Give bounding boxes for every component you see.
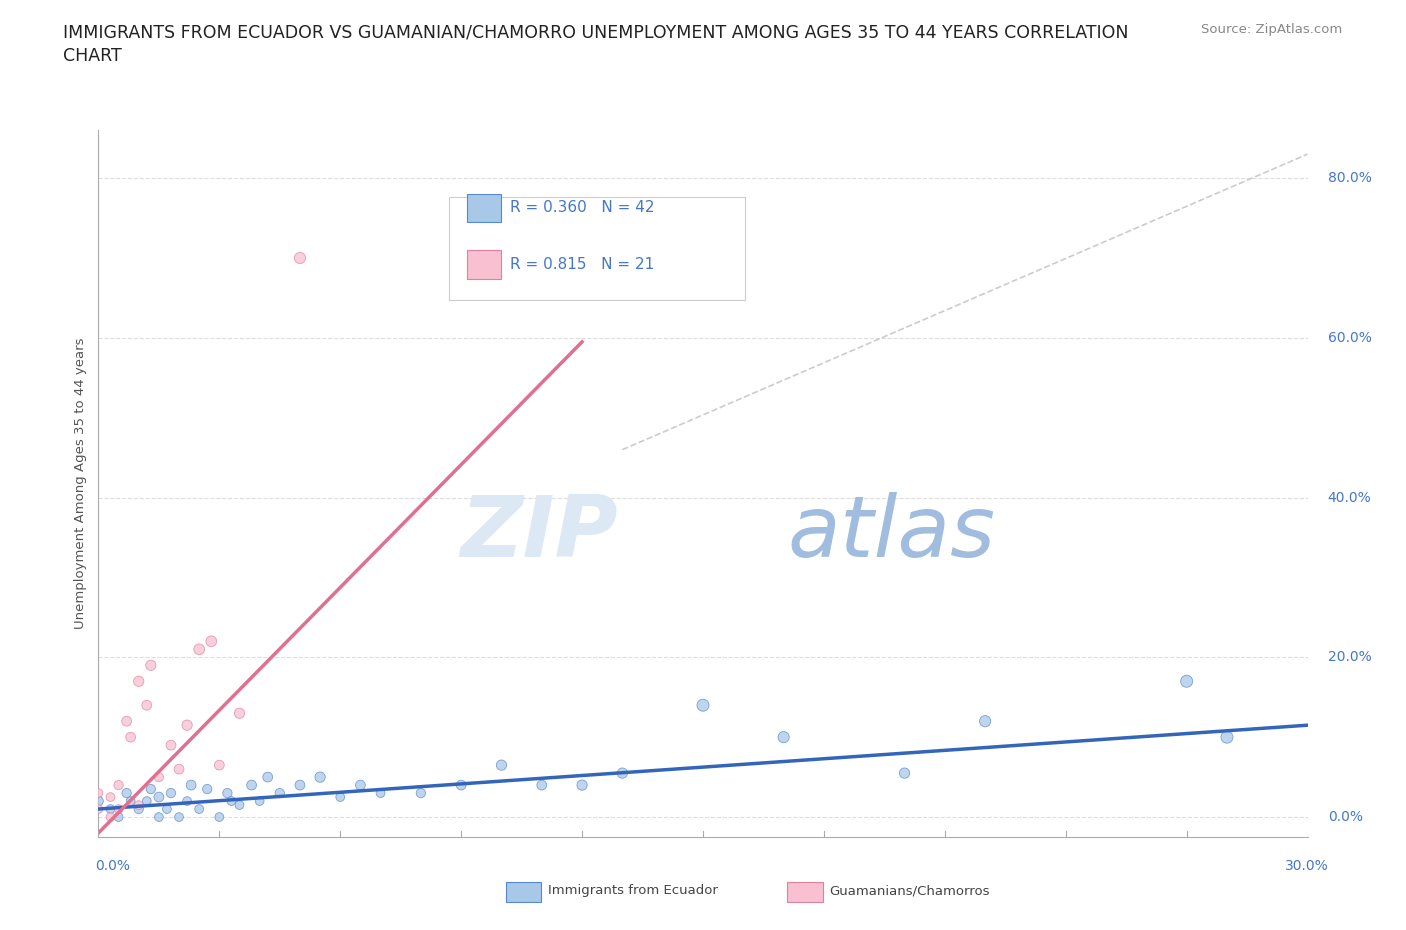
Text: Guamanians/Chamorros: Guamanians/Chamorros: [830, 884, 990, 897]
Text: 20.0%: 20.0%: [1327, 650, 1371, 664]
Point: [87, 793, 110, 808]
Point: [772, 730, 794, 745]
Point: [87, 802, 110, 817]
Point: [100, 810, 122, 825]
Point: [612, 765, 634, 780]
Point: [370, 786, 392, 801]
Point: [107, 802, 129, 817]
Point: [176, 718, 198, 733]
Point: [1216, 730, 1239, 745]
Text: Source: ZipAtlas.com: Source: ZipAtlas.com: [1202, 23, 1343, 36]
Point: [409, 786, 432, 801]
Point: [176, 793, 198, 808]
Point: [128, 798, 150, 813]
Point: [288, 777, 311, 792]
Bar: [467, 250, 501, 279]
Point: [156, 802, 179, 817]
Point: [107, 777, 129, 792]
Point: [135, 698, 157, 712]
Text: atlas: atlas: [787, 492, 995, 575]
Point: [208, 758, 231, 773]
Point: [188, 802, 211, 817]
Point: [329, 790, 352, 804]
Point: [128, 802, 150, 817]
Text: ZIP: ZIP: [461, 492, 619, 575]
Point: [135, 793, 157, 808]
Point: [100, 802, 122, 817]
Point: [180, 777, 202, 792]
Point: [195, 781, 218, 796]
Text: Immigrants from Ecuador: Immigrants from Ecuador: [548, 884, 718, 897]
Point: [115, 786, 138, 801]
Point: [139, 658, 162, 672]
Point: [167, 810, 190, 825]
Text: 40.0%: 40.0%: [1327, 491, 1371, 505]
Point: [893, 765, 915, 780]
Point: [188, 642, 211, 657]
Text: 30.0%: 30.0%: [1285, 858, 1329, 872]
Point: [256, 770, 278, 785]
Point: [100, 790, 122, 804]
Point: [139, 781, 162, 796]
Text: 0.0%: 0.0%: [96, 858, 131, 872]
Point: [288, 250, 311, 265]
Text: R = 0.360   N = 42: R = 0.360 N = 42: [509, 201, 654, 216]
Point: [148, 770, 170, 785]
Point: [160, 786, 183, 801]
Point: [240, 777, 263, 792]
Point: [115, 713, 138, 728]
Point: [208, 810, 231, 825]
Point: [530, 777, 553, 792]
Point: [269, 786, 291, 801]
Point: [148, 790, 170, 804]
Point: [120, 730, 142, 745]
Text: 80.0%: 80.0%: [1327, 171, 1372, 185]
Point: [221, 793, 243, 808]
Point: [87, 786, 110, 801]
Point: [1175, 674, 1198, 689]
Y-axis label: Unemployment Among Ages 35 to 44 years: Unemployment Among Ages 35 to 44 years: [75, 338, 87, 630]
Text: 0.0%: 0.0%: [1327, 810, 1362, 824]
Point: [167, 762, 190, 777]
Point: [120, 793, 142, 808]
Point: [217, 786, 239, 801]
Point: [228, 798, 250, 813]
Point: [571, 777, 593, 792]
Point: [148, 810, 170, 825]
Point: [128, 674, 150, 689]
Text: 60.0%: 60.0%: [1327, 331, 1372, 345]
Text: IMMIGRANTS FROM ECUADOR VS GUAMANIAN/CHAMORRO UNEMPLOYMENT AMONG AGES 35 TO 44 Y: IMMIGRANTS FROM ECUADOR VS GUAMANIAN/CHA…: [63, 23, 1129, 65]
Point: [974, 713, 997, 728]
Point: [309, 770, 332, 785]
Point: [200, 634, 222, 649]
Point: [107, 810, 129, 825]
Point: [692, 698, 714, 712]
Bar: [467, 193, 501, 222]
Point: [228, 706, 250, 721]
Text: R = 0.815   N = 21: R = 0.815 N = 21: [509, 257, 654, 272]
Point: [160, 737, 183, 752]
Point: [349, 777, 371, 792]
Point: [450, 777, 472, 792]
Point: [249, 793, 271, 808]
Point: [491, 758, 513, 773]
FancyBboxPatch shape: [449, 197, 745, 299]
